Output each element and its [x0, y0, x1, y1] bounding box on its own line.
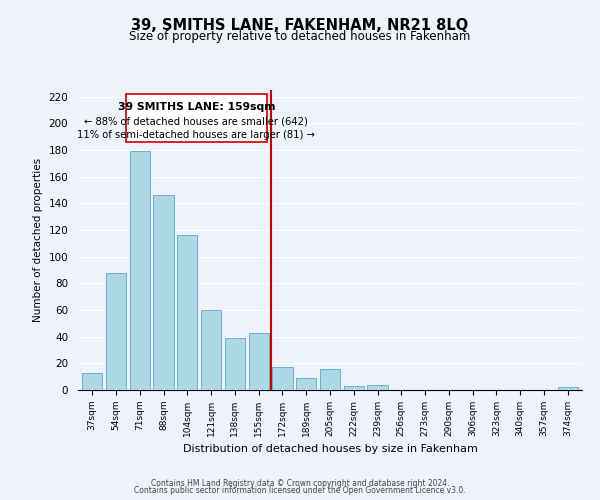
Bar [82, 372, 103, 390]
Bar [130, 152, 150, 390]
Bar [344, 386, 364, 390]
Bar [225, 338, 245, 390]
FancyBboxPatch shape [125, 94, 267, 142]
Text: Contains public sector information licensed under the Open Government Licence v3: Contains public sector information licen… [134, 486, 466, 495]
Text: Contains HM Land Registry data © Crown copyright and database right 2024.: Contains HM Land Registry data © Crown c… [151, 478, 449, 488]
Text: 11% of semi-detached houses are larger (81) →: 11% of semi-detached houses are larger (… [77, 130, 315, 140]
Bar [296, 378, 316, 390]
Bar [177, 236, 197, 390]
Text: ← 88% of detached houses are smaller (642): ← 88% of detached houses are smaller (64… [85, 116, 308, 126]
Y-axis label: Number of detached properties: Number of detached properties [33, 158, 43, 322]
Bar [248, 332, 269, 390]
Bar [320, 368, 340, 390]
Text: 39, SMITHS LANE, FAKENHAM, NR21 8LQ: 39, SMITHS LANE, FAKENHAM, NR21 8LQ [131, 18, 469, 32]
Text: 39 SMITHS LANE: 159sqm: 39 SMITHS LANE: 159sqm [118, 102, 275, 112]
Bar [201, 310, 221, 390]
Bar [557, 388, 578, 390]
Bar [367, 384, 388, 390]
X-axis label: Distribution of detached houses by size in Fakenham: Distribution of detached houses by size … [182, 444, 478, 454]
Bar [106, 272, 126, 390]
Bar [272, 368, 293, 390]
Text: Size of property relative to detached houses in Fakenham: Size of property relative to detached ho… [130, 30, 470, 43]
Bar [154, 196, 173, 390]
